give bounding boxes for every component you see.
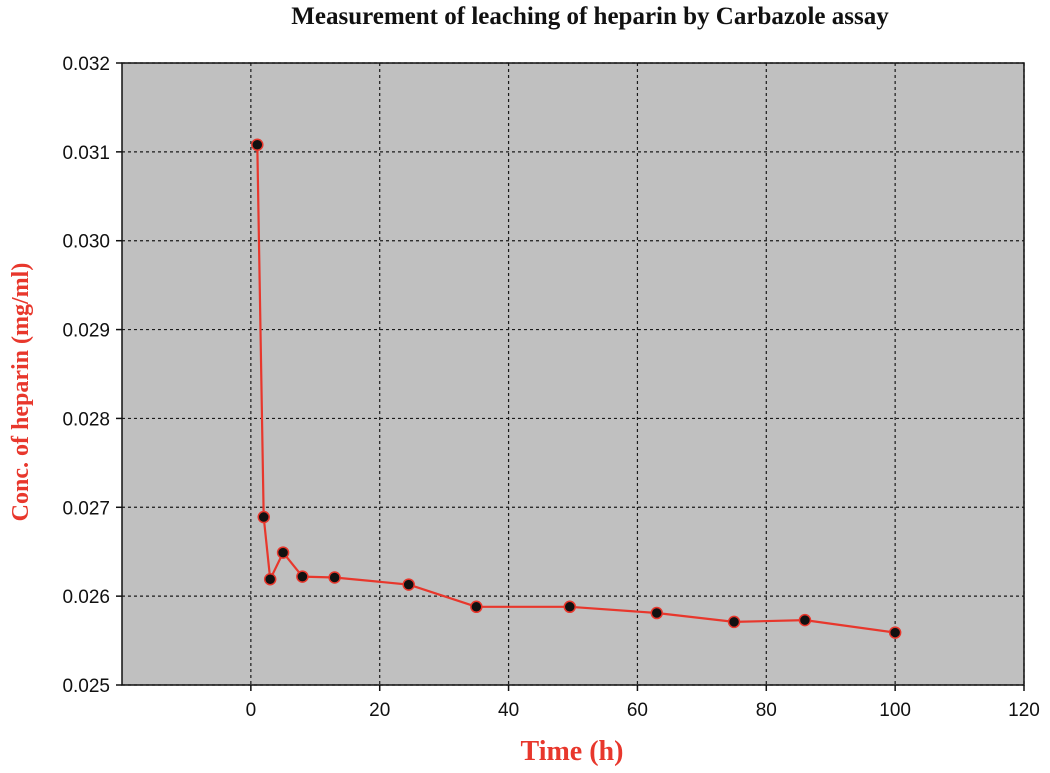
data-point (296, 570, 309, 583)
x-axis-title: Time (h) (521, 736, 624, 767)
data-point (263, 573, 277, 586)
data-point (727, 615, 741, 629)
data-point (402, 578, 415, 591)
y-tick-label: 0.031 (62, 143, 110, 164)
x-tick-label: 80 (756, 700, 777, 721)
data-point (563, 600, 577, 614)
x-tick-label: 40 (498, 700, 519, 721)
y-axis-ticks: 0.025 0.026 0.027 0.028 0.029 0.030 0.031 0.032 (62, 54, 122, 697)
y-tick-label: 0.025 (62, 676, 110, 697)
data-point (650, 606, 664, 620)
x-tick-label: 100 (879, 700, 911, 721)
x-tick-label: 0 (246, 700, 257, 721)
data-point (798, 613, 812, 627)
data-point (257, 510, 270, 524)
grid-lines (122, 62, 1025, 686)
series-layer (251, 138, 902, 639)
y-axis-title: Conc. of heparin (mg/ml) (8, 263, 34, 522)
plot-frame (121, 62, 1025, 686)
y-tick-label: 0.027 (62, 498, 110, 519)
data-point (276, 546, 290, 559)
x-tick-label: 20 (369, 700, 390, 721)
y-tick-label: 0.029 (62, 321, 110, 342)
y-tick-label: 0.028 (62, 409, 110, 430)
data-point (888, 626, 902, 639)
data-point (328, 571, 341, 584)
x-axis-ticks: 0 20 40 60 80 100 120 (246, 685, 1040, 721)
y-tick-label: 0.026 (62, 587, 110, 608)
x-tick-label: 120 (1008, 700, 1040, 721)
y-tick-label: 0.030 (62, 232, 110, 253)
chart-title: Measurement of leaching of heparin by Ca… (291, 3, 889, 30)
y-tick-label: 0.032 (62, 54, 110, 75)
data-point (251, 138, 264, 151)
x-tick-label: 60 (627, 700, 648, 721)
data-point (470, 600, 483, 614)
